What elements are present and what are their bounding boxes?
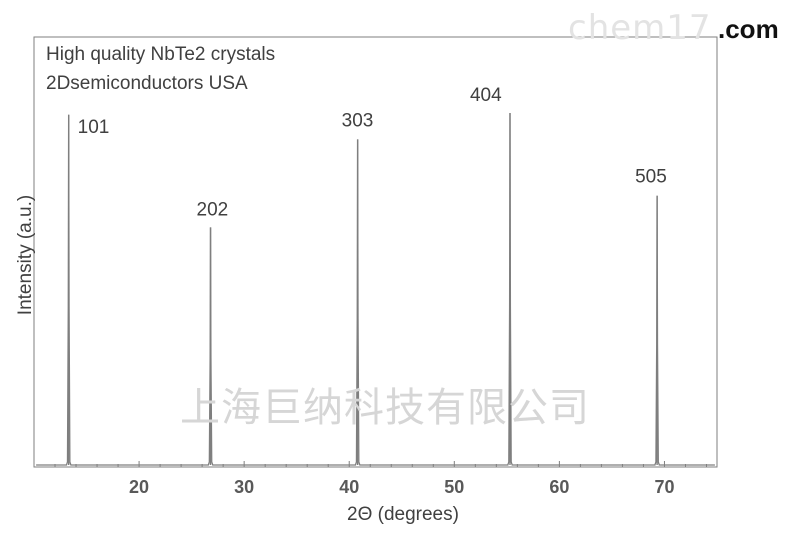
x-tick-label: 50 [444,477,464,497]
x-tick-label: 70 [654,477,674,497]
chart-title: High quality NbTe2 crystals [46,44,275,65]
peak-label-303: 303 [342,110,374,131]
plot-frame [33,36,718,468]
x-tick-label: 20 [129,477,149,497]
peak-label-101: 101 [78,117,110,138]
watermark-com: .com [718,14,779,44]
y-axis-label: Intensity (a.u.) [15,195,36,315]
peak-label-404: 404 [470,85,502,106]
chart-subtitle: 2Dsemiconductors USA [46,73,248,94]
x-axis-label: 2Θ (degrees) [347,504,459,525]
x-tick-label: 60 [549,477,569,497]
watermark-company: 上海巨纳科技有限公司 [180,385,590,431]
x-tick-label: 30 [234,477,254,497]
watermark-top: chem17 [568,8,712,48]
peak-label-505: 505 [635,167,667,188]
peak-label-202: 202 [197,199,229,220]
x-tick-label: 40 [339,477,359,497]
